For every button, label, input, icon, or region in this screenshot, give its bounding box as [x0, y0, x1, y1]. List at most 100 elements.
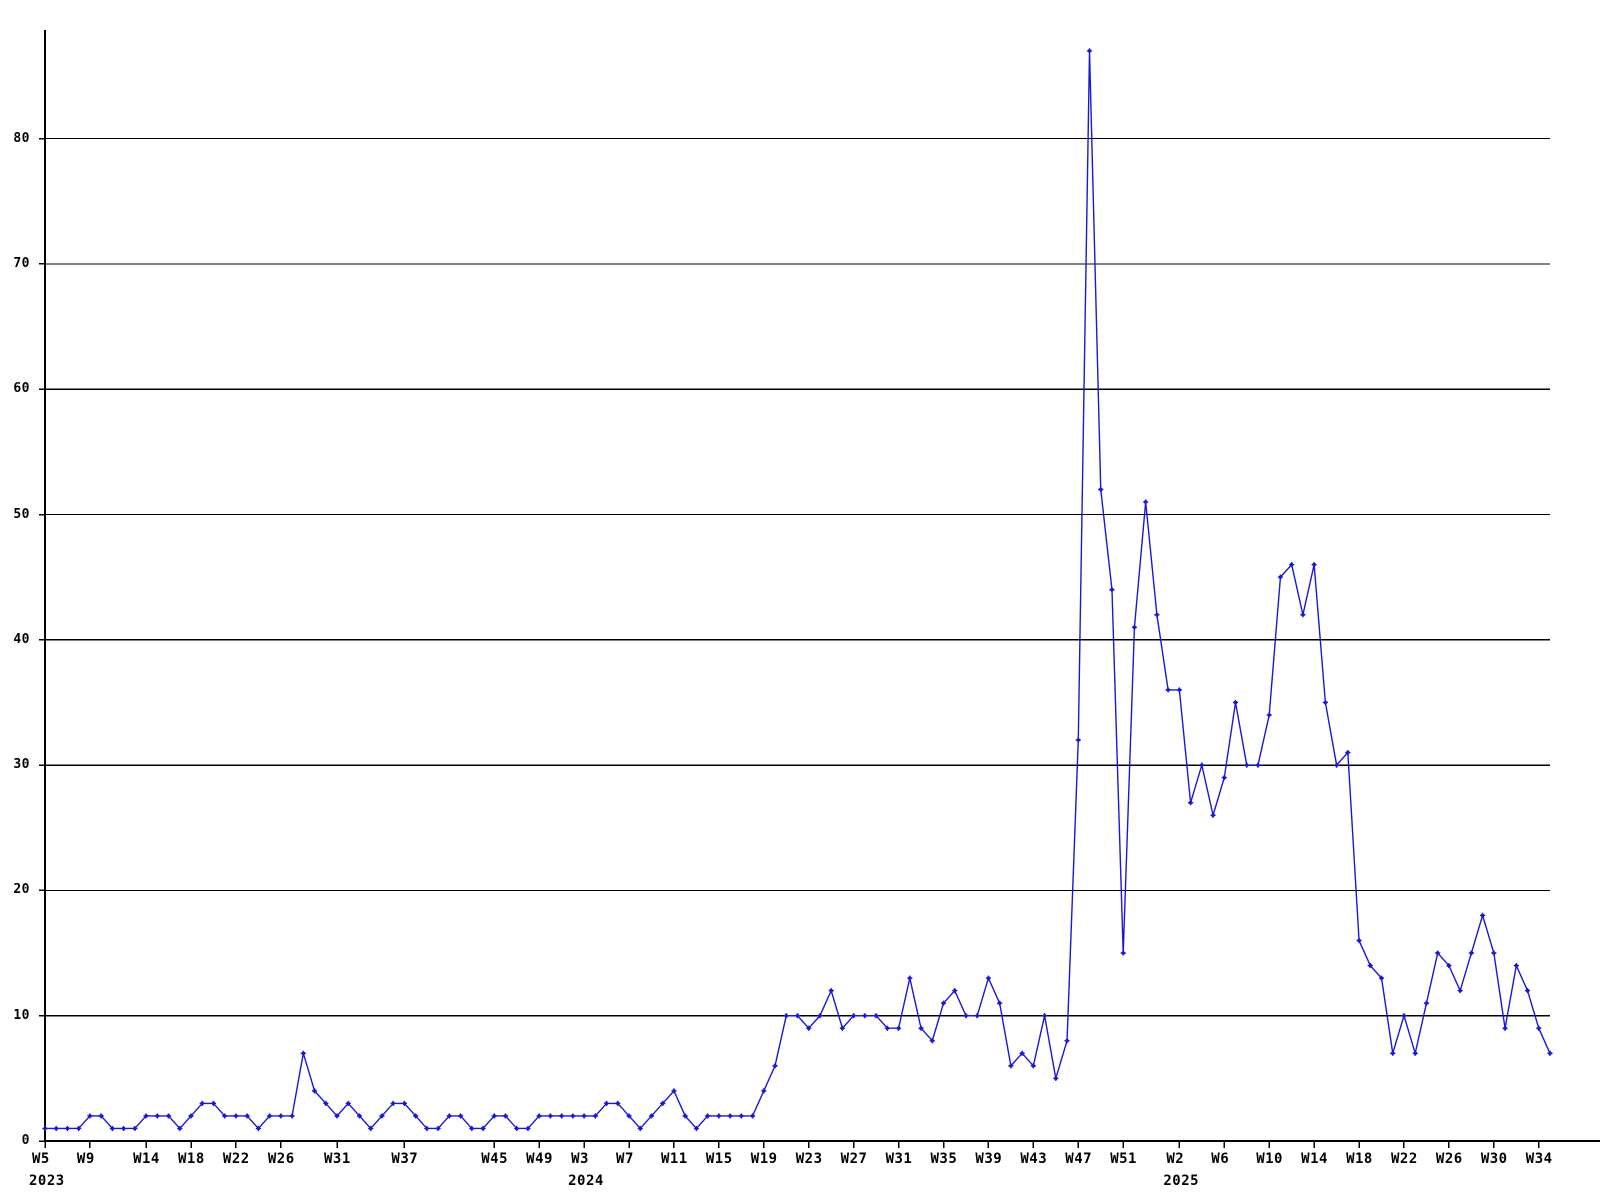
data-point-marker[interactable]: [1255, 762, 1261, 768]
data-point-marker[interactable]: [424, 1125, 430, 1132]
data-point-markers[interactable]: [42, 48, 1553, 1132]
data-point-marker[interactable]: [907, 975, 913, 981]
data-point-marker[interactable]: [199, 1100, 205, 1107]
data-point-marker[interactable]: [637, 1125, 643, 1132]
data-point-marker[interactable]: [963, 1013, 969, 1019]
data-point-marker[interactable]: [1480, 912, 1486, 919]
data-point-marker[interactable]: [233, 1113, 239, 1119]
series-line[interactable]: [45, 50, 1551, 1130]
data-point-marker[interactable]: [738, 1113, 744, 1119]
data-point-marker[interactable]: [1468, 950, 1474, 956]
data-point-marker[interactable]: [985, 975, 992, 981]
data-point-marker[interactable]: [1390, 1050, 1396, 1056]
data-point-marker[interactable]: [1019, 1050, 1025, 1056]
data-point-marker[interactable]: [255, 1125, 261, 1132]
data-point-marker[interactable]: [154, 1113, 160, 1119]
data-point-marker[interactable]: [76, 1125, 82, 1132]
data-point-marker[interactable]: [244, 1113, 250, 1119]
data-point-marker[interactable]: [749, 1113, 756, 1119]
data-point-marker[interactable]: [862, 1013, 868, 1019]
data-point-marker[interactable]: [1176, 687, 1182, 693]
data-point-marker[interactable]: [716, 1113, 722, 1119]
data-point-marker[interactable]: [345, 1100, 351, 1107]
data-point-marker[interactable]: [121, 1125, 127, 1132]
data-point-marker[interactable]: [660, 1100, 666, 1107]
data-point-marker[interactable]: [491, 1113, 497, 1119]
data-point-marker[interactable]: [300, 1050, 306, 1056]
data-point-marker[interactable]: [1311, 562, 1317, 568]
data-point-marker[interactable]: [817, 1013, 823, 1019]
data-point-marker[interactable]: [1221, 775, 1227, 781]
data-point-marker[interactable]: [1367, 962, 1373, 969]
data-point-marker[interactable]: [390, 1100, 396, 1107]
data-point-marker[interactable]: [1041, 1013, 1048, 1019]
data-point-marker[interactable]: [1109, 587, 1115, 593]
data-point-marker[interactable]: [53, 1125, 59, 1132]
data-point-marker[interactable]: [693, 1125, 700, 1132]
data-point-marker[interactable]: [839, 1025, 846, 1031]
data-point-marker[interactable]: [974, 1013, 980, 1019]
data-point-marker[interactable]: [177, 1125, 183, 1132]
data-point-marker[interactable]: [884, 1025, 890, 1031]
data-point-marker[interactable]: [1524, 988, 1531, 994]
data-point-marker[interactable]: [1266, 712, 1272, 718]
data-point-marker[interactable]: [1412, 1050, 1418, 1056]
data-point-marker[interactable]: [1457, 988, 1463, 994]
data-point-marker[interactable]: [940, 1000, 947, 1006]
data-point-marker[interactable]: [1446, 962, 1452, 969]
data-series-line[interactable]: [45, 50, 1551, 1130]
data-point-marker[interactable]: [1053, 1075, 1059, 1081]
data-point-marker[interactable]: [368, 1125, 374, 1132]
data-point-marker[interactable]: [356, 1113, 363, 1119]
data-point-marker[interactable]: [671, 1088, 677, 1094]
data-point-marker[interactable]: [1210, 812, 1216, 818]
data-point-marker[interactable]: [480, 1125, 486, 1132]
data-point-marker[interactable]: [401, 1100, 408, 1107]
data-point-marker[interactable]: [457, 1113, 464, 1119]
data-point-marker[interactable]: [952, 988, 958, 994]
data-point-marker[interactable]: [413, 1113, 419, 1119]
data-point-marker[interactable]: [446, 1113, 452, 1119]
data-point-marker[interactable]: [469, 1125, 475, 1132]
data-point-marker[interactable]: [783, 1013, 789, 1019]
data-point-marker[interactable]: [323, 1100, 329, 1107]
data-point-marker[interactable]: [581, 1113, 587, 1119]
data-point-marker[interactable]: [727, 1113, 733, 1119]
data-point-marker[interactable]: [1064, 1038, 1070, 1044]
data-point-marker[interactable]: [311, 1088, 318, 1094]
data-point-marker[interactable]: [615, 1100, 621, 1107]
data-point-marker[interactable]: [761, 1088, 767, 1094]
data-point-marker[interactable]: [997, 1000, 1003, 1006]
data-point-marker[interactable]: [435, 1125, 441, 1132]
data-point-marker[interactable]: [1030, 1063, 1036, 1069]
data-point-marker[interactable]: [1120, 950, 1126, 956]
data-point-marker[interactable]: [828, 988, 834, 994]
data-point-marker[interactable]: [109, 1125, 115, 1132]
data-point-marker[interactable]: [165, 1113, 172, 1119]
data-point-marker[interactable]: [1143, 499, 1149, 505]
data-point-marker[interactable]: [1131, 624, 1138, 630]
data-point-marker[interactable]: [210, 1100, 217, 1107]
data-point-marker[interactable]: [547, 1113, 554, 1119]
data-point-marker[interactable]: [1154, 612, 1160, 618]
data-point-marker[interactable]: [1378, 975, 1385, 981]
data-point-marker[interactable]: [1277, 574, 1284, 580]
data-point-marker[interactable]: [648, 1113, 655, 1119]
data-point-marker[interactable]: [1356, 937, 1362, 944]
data-point-marker[interactable]: [379, 1113, 385, 1119]
data-point-marker[interactable]: [1334, 762, 1340, 768]
data-point-marker[interactable]: [1345, 749, 1351, 756]
data-point-marker[interactable]: [502, 1113, 509, 1119]
data-point-marker[interactable]: [1401, 1013, 1407, 1019]
data-point-marker[interactable]: [132, 1125, 138, 1132]
data-point-marker[interactable]: [64, 1125, 71, 1132]
data-point-marker[interactable]: [772, 1063, 778, 1069]
data-point-marker[interactable]: [334, 1113, 340, 1119]
data-point-marker[interactable]: [1232, 699, 1239, 706]
data-point-marker[interactable]: [929, 1038, 935, 1044]
data-point-marker[interactable]: [851, 1013, 857, 1019]
data-point-marker[interactable]: [806, 1025, 812, 1031]
data-point-marker[interactable]: [1547, 1050, 1553, 1056]
data-point-marker[interactable]: [289, 1113, 295, 1119]
